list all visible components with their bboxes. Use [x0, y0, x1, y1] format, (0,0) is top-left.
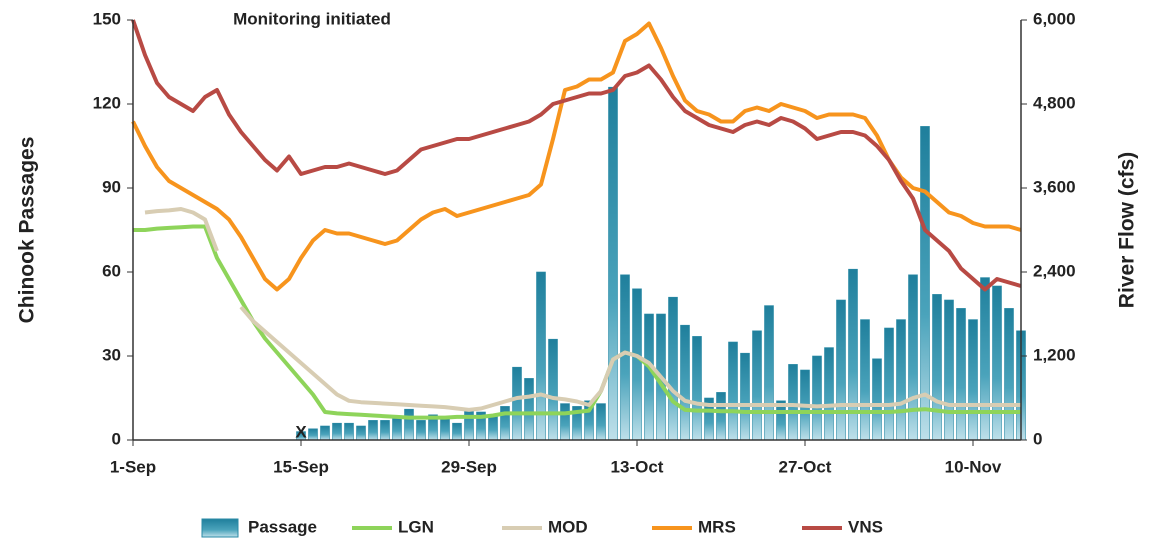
annotation: X — [295, 422, 307, 441]
bar — [740, 352, 750, 441]
bar — [944, 299, 954, 441]
legend-label: VNS — [848, 517, 883, 536]
bar — [764, 305, 774, 441]
y-axis-title: Chinook Passages — [16, 137, 39, 324]
y2-tick-label: 4,800 — [1033, 93, 1076, 112]
bar — [440, 417, 450, 441]
bar — [620, 274, 630, 441]
bar — [1004, 308, 1014, 441]
bar — [512, 366, 522, 441]
bar — [812, 355, 822, 441]
bar — [644, 313, 654, 441]
bar — [416, 420, 426, 441]
y2-tick-label: 3,600 — [1033, 177, 1076, 196]
bar — [968, 319, 978, 441]
bar — [836, 299, 846, 441]
y-tick-label: 150 — [93, 9, 121, 28]
bar — [728, 341, 738, 441]
bar — [980, 277, 990, 441]
x-tick-label: 13-Oct — [611, 457, 664, 476]
line-series — [144, 207, 1021, 412]
bar — [356, 425, 366, 441]
bar — [596, 403, 606, 441]
bar — [380, 420, 390, 441]
line-series — [133, 224, 1021, 420]
y2-axis-title: River Flow (cfs) — [1116, 152, 1139, 308]
x-tick-label: 10-Nov — [945, 457, 1002, 476]
y-tick-label: 60 — [102, 261, 121, 280]
legend-label: LGN — [398, 517, 434, 536]
bar — [824, 347, 834, 441]
legend-label: MOD — [548, 517, 588, 536]
bar — [788, 364, 798, 441]
bar — [308, 428, 318, 441]
bar — [404, 408, 414, 441]
x-tick-label: 1-Sep — [110, 457, 156, 476]
bar — [392, 417, 402, 441]
bar — [488, 414, 498, 441]
y-tick-label: 30 — [102, 345, 121, 364]
bar — [452, 422, 462, 441]
bar — [368, 420, 378, 441]
bar — [872, 358, 882, 441]
y-tick-label: 0 — [112, 429, 121, 448]
bar — [752, 330, 762, 441]
legend-label: MRS — [698, 517, 736, 536]
bar — [896, 319, 906, 441]
bar — [668, 296, 678, 441]
y2-tick-label: 0 — [1033, 429, 1042, 448]
x-tick-label: 15-Sep — [273, 457, 329, 476]
y2-tick-label: 1,200 — [1033, 345, 1076, 364]
y-tick-label: 90 — [102, 177, 121, 196]
bar — [464, 408, 474, 441]
bar — [524, 378, 534, 441]
bar — [716, 392, 726, 441]
bar — [884, 327, 894, 441]
bar — [956, 308, 966, 441]
bar — [992, 285, 1002, 441]
y-tick-label: 120 — [93, 93, 121, 112]
legend-label: Passage — [248, 517, 317, 536]
bar — [908, 274, 918, 441]
bar — [344, 422, 354, 441]
bar — [680, 324, 690, 441]
y2-tick-label: 6,000 — [1033, 9, 1076, 28]
bar — [848, 268, 858, 441]
bar — [608, 86, 618, 441]
bar — [692, 336, 702, 441]
bar — [860, 319, 870, 441]
bar — [560, 403, 570, 441]
legend-swatch — [201, 518, 239, 538]
bar — [320, 425, 330, 441]
annotation: Monitoring initiated — [233, 9, 391, 28]
bar — [548, 338, 558, 441]
bar — [332, 422, 342, 441]
line-series — [131, 19, 1022, 292]
line-series — [131, 21, 1022, 292]
bar — [932, 294, 942, 441]
y2-tick-label: 2,400 — [1033, 261, 1076, 280]
x-tick-label: 29-Sep — [441, 457, 497, 476]
x-tick-label: 27-Oct — [779, 457, 832, 476]
bar — [632, 288, 642, 441]
